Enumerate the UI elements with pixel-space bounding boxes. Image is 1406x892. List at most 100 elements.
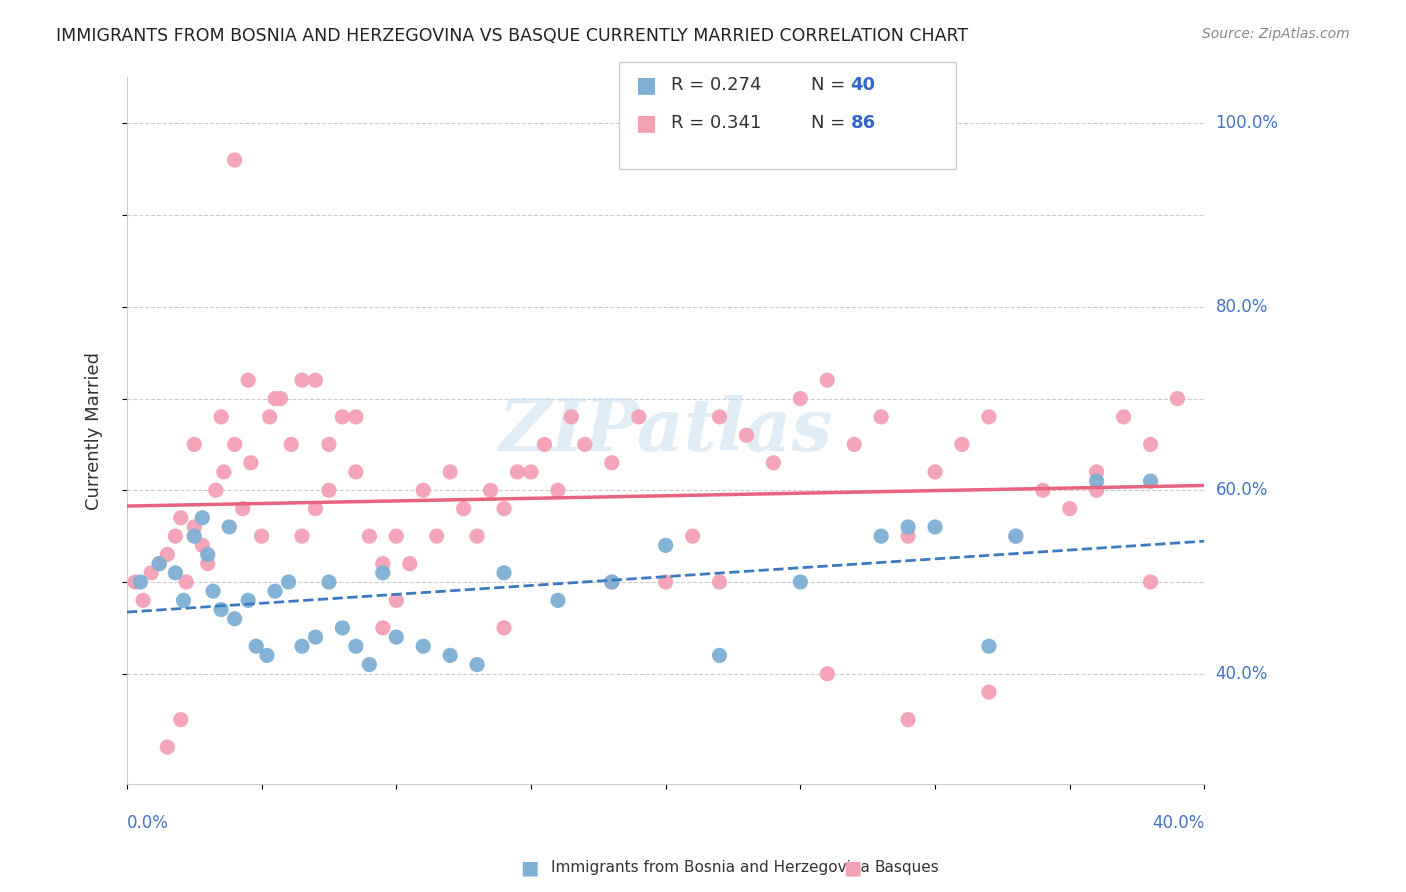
Point [465, 529, 488, 543]
Text: 86: 86 [851, 114, 876, 132]
Point [709, 409, 731, 424]
Text: 60.0%: 60.0% [1216, 482, 1268, 500]
Point [682, 529, 704, 543]
Point [236, 593, 259, 607]
Point [209, 409, 232, 424]
Text: 0.0%: 0.0% [127, 814, 169, 832]
Text: 80.0%: 80.0% [1216, 298, 1268, 316]
Point [479, 483, 502, 498]
Point [209, 602, 232, 616]
Point [165, 529, 187, 543]
Point [202, 584, 225, 599]
Point [1139, 574, 1161, 589]
Text: ■: ■ [844, 858, 862, 878]
Point [344, 465, 367, 479]
Point [600, 574, 623, 589]
Point [1085, 483, 1108, 498]
Point [250, 529, 273, 543]
Point [412, 639, 434, 653]
Point [1032, 483, 1054, 498]
Point [385, 593, 408, 607]
Point [371, 621, 394, 635]
Point [453, 501, 475, 516]
Point [197, 557, 219, 571]
Point [141, 566, 163, 580]
Point [239, 456, 262, 470]
Point [950, 437, 973, 451]
Point [924, 520, 946, 534]
Point [291, 529, 314, 543]
Text: N =: N = [811, 114, 851, 132]
Point [291, 639, 314, 653]
Point [789, 574, 811, 589]
Point [191, 510, 214, 524]
Point [332, 409, 354, 424]
Point [304, 630, 326, 644]
Text: 40: 40 [851, 76, 876, 94]
Point [170, 713, 193, 727]
Point [277, 574, 299, 589]
Point [212, 465, 235, 479]
Point [492, 566, 515, 580]
Point [870, 409, 893, 424]
Point [1059, 501, 1081, 516]
Point [232, 501, 254, 516]
Point [318, 437, 340, 451]
Point [259, 409, 281, 424]
Point [204, 483, 226, 498]
Point [132, 593, 155, 607]
Point [318, 483, 340, 498]
Point [1166, 392, 1188, 406]
Point [1139, 437, 1161, 451]
Text: Basques: Basques [875, 861, 939, 875]
Point [560, 409, 582, 424]
Point [547, 483, 569, 498]
Point [709, 574, 731, 589]
Point [385, 529, 408, 543]
Point [398, 557, 420, 571]
Y-axis label: Currently Married: Currently Married [86, 351, 103, 509]
Point [426, 529, 449, 543]
Point [815, 666, 838, 681]
Text: 40.0%: 40.0% [1216, 665, 1268, 682]
Text: R = 0.274: R = 0.274 [671, 76, 761, 94]
Point [264, 584, 287, 599]
Point [897, 529, 920, 543]
Point [439, 648, 461, 663]
Point [977, 639, 1000, 653]
Text: ■: ■ [636, 75, 657, 95]
Point [844, 437, 866, 451]
Point [359, 529, 381, 543]
Point [170, 510, 193, 524]
Point [924, 465, 946, 479]
Point [371, 557, 394, 571]
Point [318, 574, 340, 589]
Text: ■: ■ [520, 858, 538, 878]
Point [520, 465, 543, 479]
Text: ■: ■ [636, 113, 657, 133]
Point [183, 529, 205, 543]
Point [344, 639, 367, 653]
Text: Source: ZipAtlas.com: Source: ZipAtlas.com [1202, 27, 1350, 41]
Point [371, 566, 394, 580]
Point [762, 456, 785, 470]
Point [148, 557, 170, 571]
Text: 100.0%: 100.0% [1216, 114, 1278, 132]
Point [547, 593, 569, 607]
Point [789, 392, 811, 406]
Point [465, 657, 488, 672]
Point [359, 657, 381, 672]
Point [191, 538, 214, 552]
Point [870, 529, 893, 543]
Point [533, 437, 555, 451]
Point [148, 557, 170, 571]
Point [709, 648, 731, 663]
Point [291, 373, 314, 387]
Point [224, 437, 246, 451]
Point [1085, 474, 1108, 488]
Point [439, 465, 461, 479]
Point [574, 437, 596, 451]
Point [183, 437, 205, 451]
Point [280, 437, 302, 451]
Point [1085, 465, 1108, 479]
